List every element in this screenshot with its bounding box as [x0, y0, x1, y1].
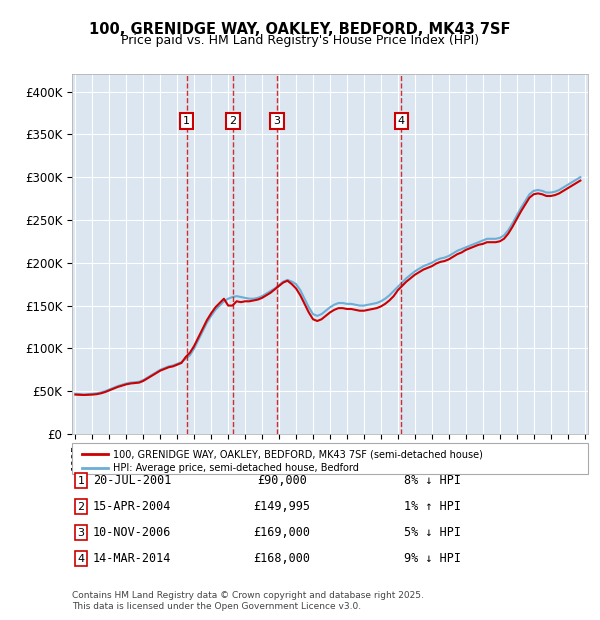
- Text: 1: 1: [183, 116, 190, 126]
- FancyBboxPatch shape: [72, 443, 588, 474]
- Text: 3: 3: [77, 528, 85, 538]
- Text: £168,000: £168,000: [254, 552, 311, 565]
- Text: 100, GRENIDGE WAY, OAKLEY, BEDFORD, MK43 7SF (semi-detached house): 100, GRENIDGE WAY, OAKLEY, BEDFORD, MK43…: [113, 449, 483, 459]
- Text: HPI: Average price, semi-detached house, Bedford: HPI: Average price, semi-detached house,…: [113, 463, 359, 473]
- Text: Price paid vs. HM Land Registry's House Price Index (HPI): Price paid vs. HM Land Registry's House …: [121, 34, 479, 47]
- Text: 2: 2: [230, 116, 236, 126]
- Text: £169,000: £169,000: [254, 526, 311, 539]
- Text: 1: 1: [77, 476, 85, 485]
- Text: 10-NOV-2006: 10-NOV-2006: [93, 526, 171, 539]
- Text: 8% ↓ HPI: 8% ↓ HPI: [404, 474, 461, 487]
- Text: 4: 4: [77, 554, 85, 564]
- Text: 15-APR-2004: 15-APR-2004: [93, 500, 171, 513]
- Text: 4: 4: [398, 116, 405, 126]
- Text: 5% ↓ HPI: 5% ↓ HPI: [404, 526, 461, 539]
- Text: Contains HM Land Registry data © Crown copyright and database right 2025.
This d: Contains HM Land Registry data © Crown c…: [72, 591, 424, 611]
- Text: 3: 3: [273, 116, 280, 126]
- Text: 1% ↑ HPI: 1% ↑ HPI: [404, 500, 461, 513]
- Text: 100, GRENIDGE WAY, OAKLEY, BEDFORD, MK43 7SF: 100, GRENIDGE WAY, OAKLEY, BEDFORD, MK43…: [89, 22, 511, 37]
- Text: 2: 2: [77, 502, 85, 512]
- Text: £149,995: £149,995: [254, 500, 311, 513]
- Text: 20-JUL-2001: 20-JUL-2001: [93, 474, 171, 487]
- Text: 9% ↓ HPI: 9% ↓ HPI: [404, 552, 461, 565]
- Text: 14-MAR-2014: 14-MAR-2014: [93, 552, 171, 565]
- Text: £90,000: £90,000: [257, 474, 307, 487]
